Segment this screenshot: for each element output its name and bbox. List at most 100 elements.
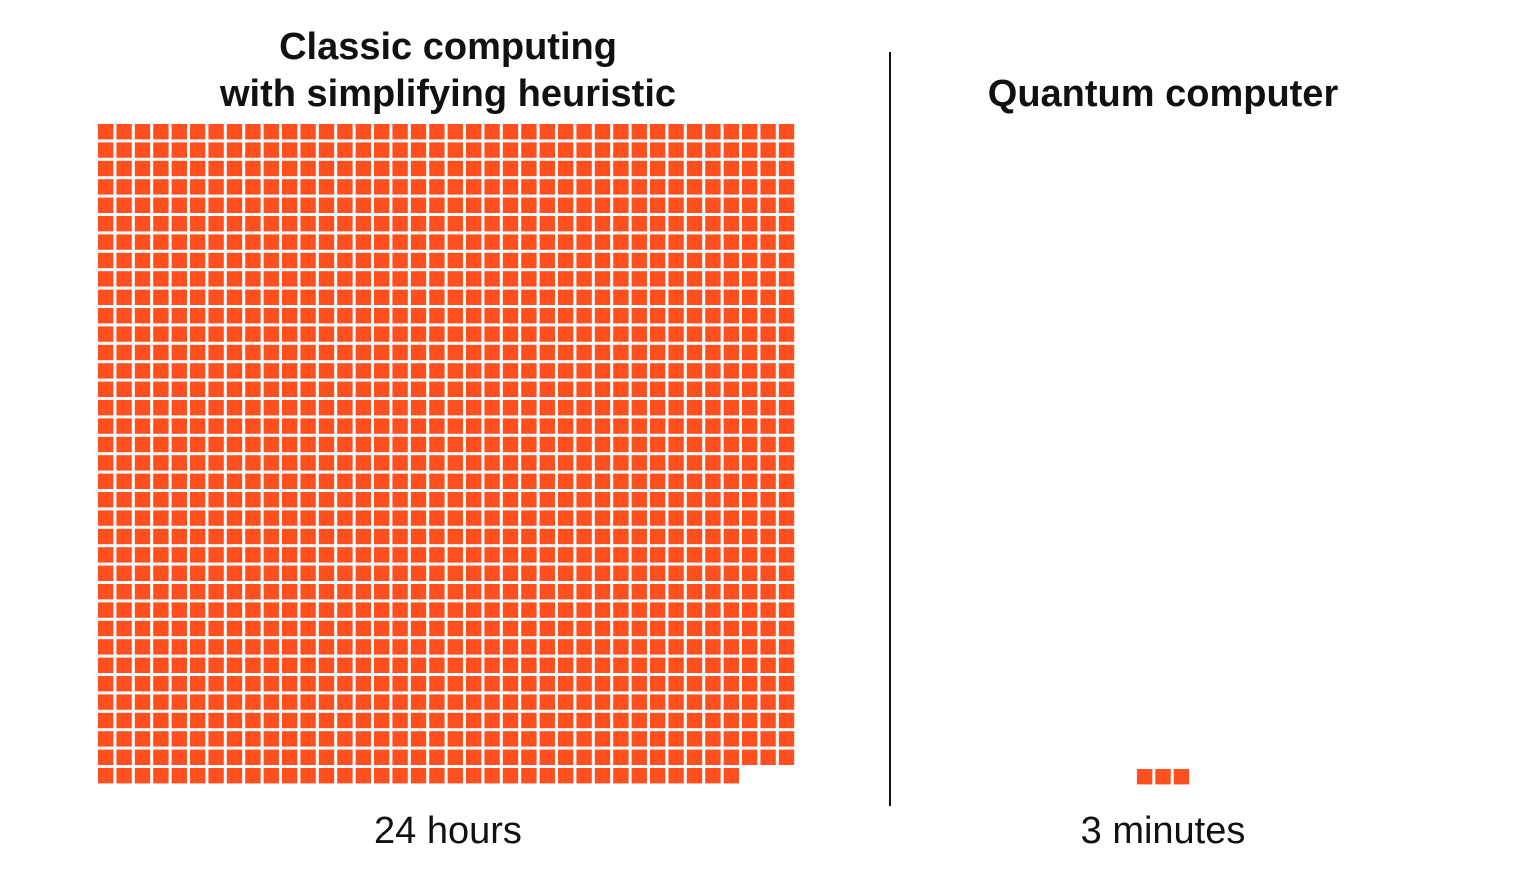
classic-square (521, 142, 537, 158)
classic-square (594, 620, 611, 637)
classic-square (282, 308, 298, 324)
classic-square (576, 252, 592, 269)
classic-square (668, 584, 684, 600)
classic-square (502, 528, 519, 545)
classic-square (208, 216, 224, 232)
classic-square (650, 344, 666, 361)
classic-square (576, 749, 592, 765)
classic-square (190, 694, 206, 710)
classic-square (539, 400, 555, 416)
classic-square (723, 142, 739, 158)
classic-square (263, 492, 279, 508)
classic-square (668, 216, 684, 232)
classic-square (778, 731, 795, 747)
classic-square (613, 768, 629, 784)
classic-square (134, 657, 151, 673)
classic-square (613, 712, 629, 729)
classic-square (208, 731, 224, 747)
classic-square (539, 289, 555, 305)
classic-square (337, 620, 353, 637)
classic-time-label: 24 hours (374, 810, 522, 852)
classic-square (318, 473, 335, 489)
classic-square (337, 547, 353, 563)
classic-square (208, 271, 224, 287)
classic-square (686, 676, 703, 692)
classic-square (208, 418, 224, 434)
classic-square (742, 510, 758, 526)
classic-square (521, 694, 537, 710)
classic-square (668, 344, 684, 361)
classic-square (742, 160, 758, 177)
classic-square (650, 234, 666, 250)
classic-square (263, 694, 279, 710)
classic-square (705, 694, 721, 710)
classic-square (521, 712, 537, 729)
classic-square (116, 492, 132, 508)
classic-square (576, 676, 592, 692)
classic-square (686, 547, 703, 563)
classic-square (594, 179, 611, 195)
classic-square (613, 179, 629, 195)
classic-square (300, 657, 316, 673)
classic-square (318, 492, 335, 508)
classic-square (282, 326, 298, 342)
classic-square (778, 271, 795, 287)
classic-square (742, 381, 758, 397)
classic-square (263, 308, 279, 324)
classic-square (300, 602, 316, 618)
classic-square (778, 565, 795, 581)
classic-square (760, 584, 776, 600)
classic-square (631, 216, 647, 232)
classic-square (245, 749, 261, 765)
classic-square (484, 602, 500, 618)
classic-square (190, 363, 206, 379)
classic-square (594, 326, 611, 342)
classic-square (98, 216, 114, 232)
classic-square (686, 492, 703, 508)
classic-square (245, 731, 261, 747)
classic-square (631, 418, 647, 434)
classic-square (466, 768, 482, 784)
classic-square (594, 473, 611, 489)
classic-square (539, 528, 555, 545)
classic-square (576, 455, 592, 471)
classic-square (337, 142, 353, 158)
classic-square (760, 418, 776, 434)
classic-square (337, 418, 353, 434)
classic-square (190, 289, 206, 305)
classic-square (208, 749, 224, 765)
classic-square (392, 528, 408, 545)
classic-square (245, 418, 261, 434)
classic-square (502, 712, 519, 729)
classic-square (318, 160, 335, 177)
classic-square (392, 234, 408, 250)
classic-square (392, 676, 408, 692)
classic-square (208, 657, 224, 673)
quantum-square (1136, 769, 1153, 785)
classic-square (355, 234, 371, 250)
classic-square (355, 749, 371, 765)
classic-square (226, 381, 243, 397)
classic-square (282, 528, 298, 545)
classic-square (208, 602, 224, 618)
classic-square (521, 473, 537, 489)
classic-square (337, 455, 353, 471)
classic-square (282, 289, 298, 305)
classic-square (650, 584, 666, 600)
classic-square (153, 234, 169, 250)
classic-square (686, 620, 703, 637)
classic-square (742, 418, 758, 434)
classic-square (282, 620, 298, 637)
classic-square (116, 271, 132, 287)
classic-square (208, 492, 224, 508)
classic-square (208, 768, 224, 784)
classic-square (190, 565, 206, 581)
classic-square (705, 252, 721, 269)
classic-square (576, 418, 592, 434)
classic-square (760, 381, 776, 397)
classic-square (760, 124, 776, 140)
classic-square (153, 492, 169, 508)
classic-square (539, 216, 555, 232)
classic-square (742, 326, 758, 342)
classic-square (429, 142, 445, 158)
